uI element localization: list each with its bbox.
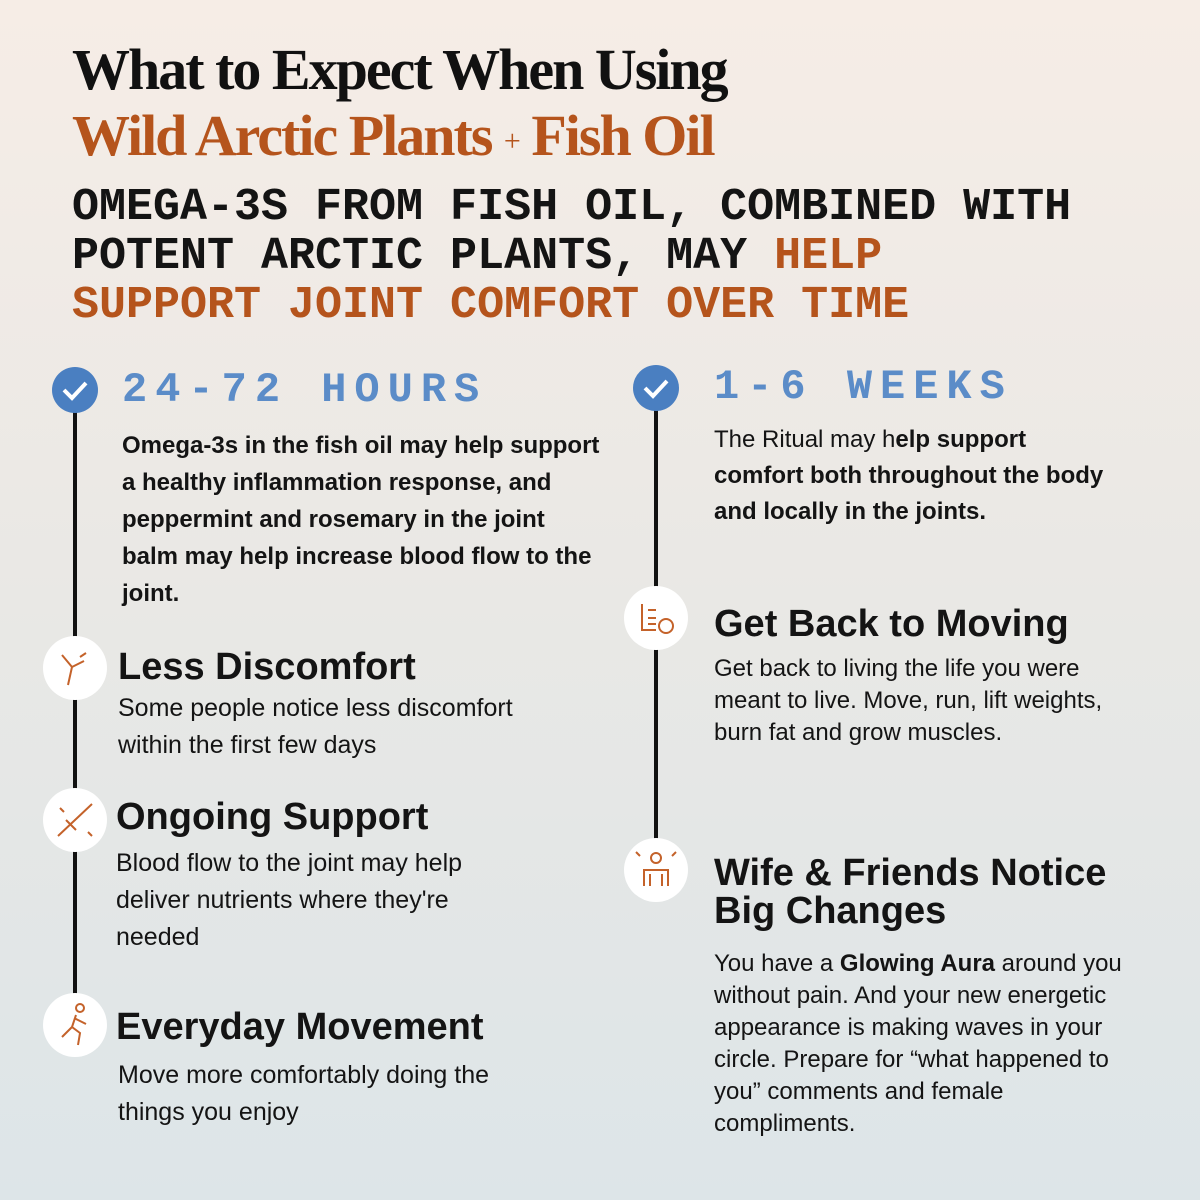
phase-heading: 1-6 WEEKS <box>714 363 1013 411</box>
check-icon <box>52 367 98 413</box>
title-accent: Wild Arctic Plants + Fish Oil <box>72 102 716 169</box>
milestone-title: Less Discomfort <box>118 646 416 688</box>
body-bold: elp support comfort both throughout the … <box>714 426 1104 525</box>
milestone-description: Some people notice less discomfort withi… <box>118 694 513 759</box>
check-icon <box>633 365 679 411</box>
milestone-description: Move more comfortably doing the things y… <box>118 1061 490 1126</box>
phase-body: Omega-3s in the fish oil may help suppor… <box>122 432 600 607</box>
subtitle-line: OMEGA-3S FROM FISH OIL, COMBINED WITH <box>72 182 1072 233</box>
title-plus: + <box>503 124 521 158</box>
milestone-icons <box>43 586 688 1057</box>
milestone-title: Get Back to Moving <box>714 603 1069 645</box>
subtitle-highlight: SUPPORT JOINT COMFORT OVER TIME <box>72 280 910 331</box>
description-text: You have a <box>714 950 840 977</box>
milestone-title: Wife & Friends Notice Big Changes <box>714 852 1107 932</box>
phase-heading: 24-72 HOURS <box>122 366 488 414</box>
phase-body: The Ritual may help support comfort both… <box>714 422 1114 530</box>
subtitle-highlight: HELP <box>774 231 883 282</box>
subtitle-text: POTENT ARCTIC PLANTS, MAY <box>72 231 748 282</box>
milestone-description: Get back to living the life you were mea… <box>714 655 1103 746</box>
milestone-title: Everyday Movement <box>116 1006 484 1048</box>
title-part: Fish Oil <box>531 103 715 168</box>
milestone-description: You have a Glowing Aura around you witho… <box>714 948 1134 1140</box>
description-text: around you without pain. And your new en… <box>714 950 1122 1137</box>
description-bold: Glowing Aura <box>839 950 996 977</box>
milestone-title: Ongoing Support <box>116 796 429 838</box>
subtitle-line: POTENT ARCTIC PLANTS, MAY HELP <box>72 233 882 281</box>
title-part: Wild Arctic Plants <box>72 103 493 168</box>
title: What to Expect When Using <box>72 37 729 102</box>
body-text: The Ritual may h <box>714 426 896 453</box>
milestone-description: Blood flow to the joint may help deliver… <box>116 849 463 951</box>
